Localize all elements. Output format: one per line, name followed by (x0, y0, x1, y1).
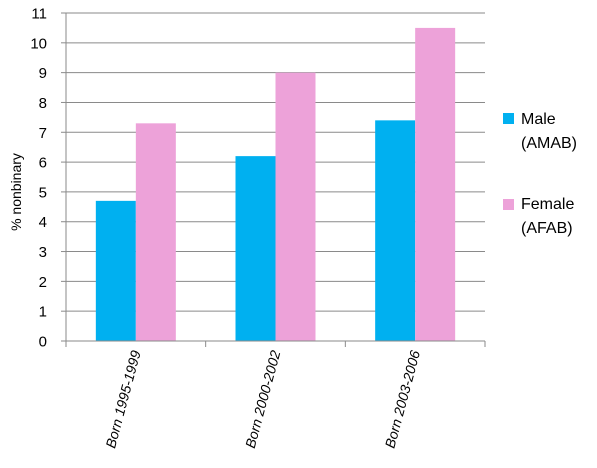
legend-item-female: Female (AFAB) (503, 196, 574, 237)
y-tick-label: 11 (31, 6, 47, 23)
x-tick-label: Born 2000-2002 (242, 348, 283, 449)
y-tick-label: 2 (39, 274, 47, 291)
y-tick-label: 0 (39, 334, 47, 351)
legend-label: Male (521, 111, 556, 128)
bar-female-3 (415, 27, 456, 342)
legend-label-sub: (AFAB) (521, 220, 573, 237)
legend-label-sub: (AMAB) (521, 135, 577, 152)
legend-swatch (503, 199, 514, 210)
legend: Male (AMAB) Female (AFAB) (503, 111, 577, 237)
y-tick-label: 6 (39, 155, 47, 172)
y-tick-label: 4 (39, 214, 47, 231)
bar-male-1 (95, 200, 136, 341)
y-tick-label: 10 (30, 35, 47, 52)
bars (95, 27, 456, 342)
x-tick-label: Born 2003-2006 (382, 348, 423, 449)
legend-label: Female (521, 196, 574, 213)
bar-male-3 (375, 120, 416, 341)
y-tick-labels: 0 1 2 3 4 5 6 7 8 9 10 11 (30, 6, 47, 351)
y-tick-label: 5 (39, 184, 47, 201)
axes (61, 12, 486, 347)
y-tick-label: 3 (39, 244, 47, 261)
y-tick-label: 1 (39, 304, 47, 321)
legend-item-male: Male (AMAB) (503, 111, 577, 152)
y-tick-label: 9 (39, 65, 47, 82)
y-tick-label: 8 (39, 95, 47, 112)
bar-female-1 (135, 123, 176, 341)
legend-swatch (503, 113, 514, 124)
x-tick-label: Born 1995-1999 (102, 348, 143, 449)
y-tick-label: 7 (39, 125, 47, 142)
bar-male-2 (235, 156, 276, 341)
bar-female-2 (275, 72, 316, 342)
y-axis-label: % nonbinary (8, 153, 24, 231)
x-tick-labels: Born 1995-1999 Born 2000-2002 Born 2003-20… (102, 348, 423, 449)
